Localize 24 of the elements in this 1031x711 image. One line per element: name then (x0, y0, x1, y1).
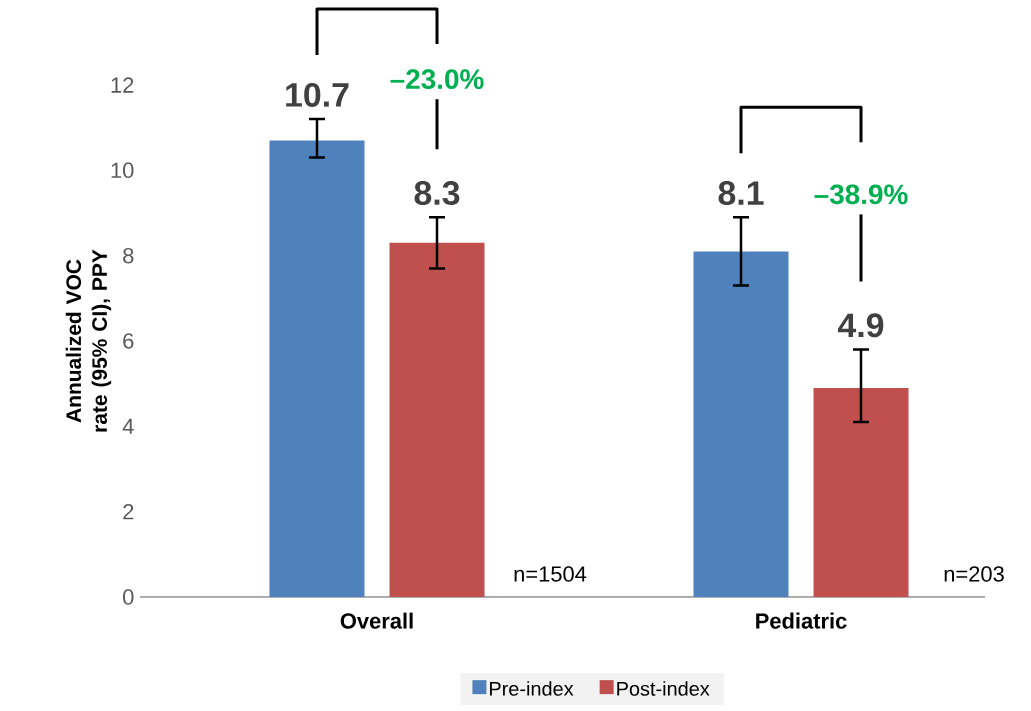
y-axis-title: Annualized VOC rate (95% CI), PPY (65, 249, 112, 432)
y-tick-label: 8 (123, 247, 134, 264)
data-label: 4.9 (837, 313, 884, 338)
annotation: n=1504 (514, 566, 587, 582)
y-tick-label: 2 (123, 503, 134, 520)
annotation: –23.0% (390, 69, 484, 90)
data-label: 8.1 (718, 181, 764, 206)
data-label: 8.3 (414, 181, 460, 206)
y-tick-label: 4 (122, 418, 134, 434)
bar (693, 251, 789, 597)
bar (269, 140, 365, 597)
annotation: n=203 (944, 566, 1004, 582)
y-tick-label: 6 (123, 333, 134, 349)
bar (389, 242, 485, 597)
legend-label: Post-index (617, 681, 710, 696)
x-tick-label: Overall (340, 612, 413, 629)
y-tick-label: 12 (111, 77, 134, 93)
y-tick-label: 0 (123, 589, 134, 605)
data-label: 10.7 (286, 82, 349, 107)
x-tick-label: Pediatric (756, 612, 847, 629)
legend-label: Pre-index (490, 681, 574, 696)
bar (813, 387, 909, 597)
y-tick-label: 10 (111, 162, 134, 179)
annotation: –38.9% (814, 184, 908, 205)
